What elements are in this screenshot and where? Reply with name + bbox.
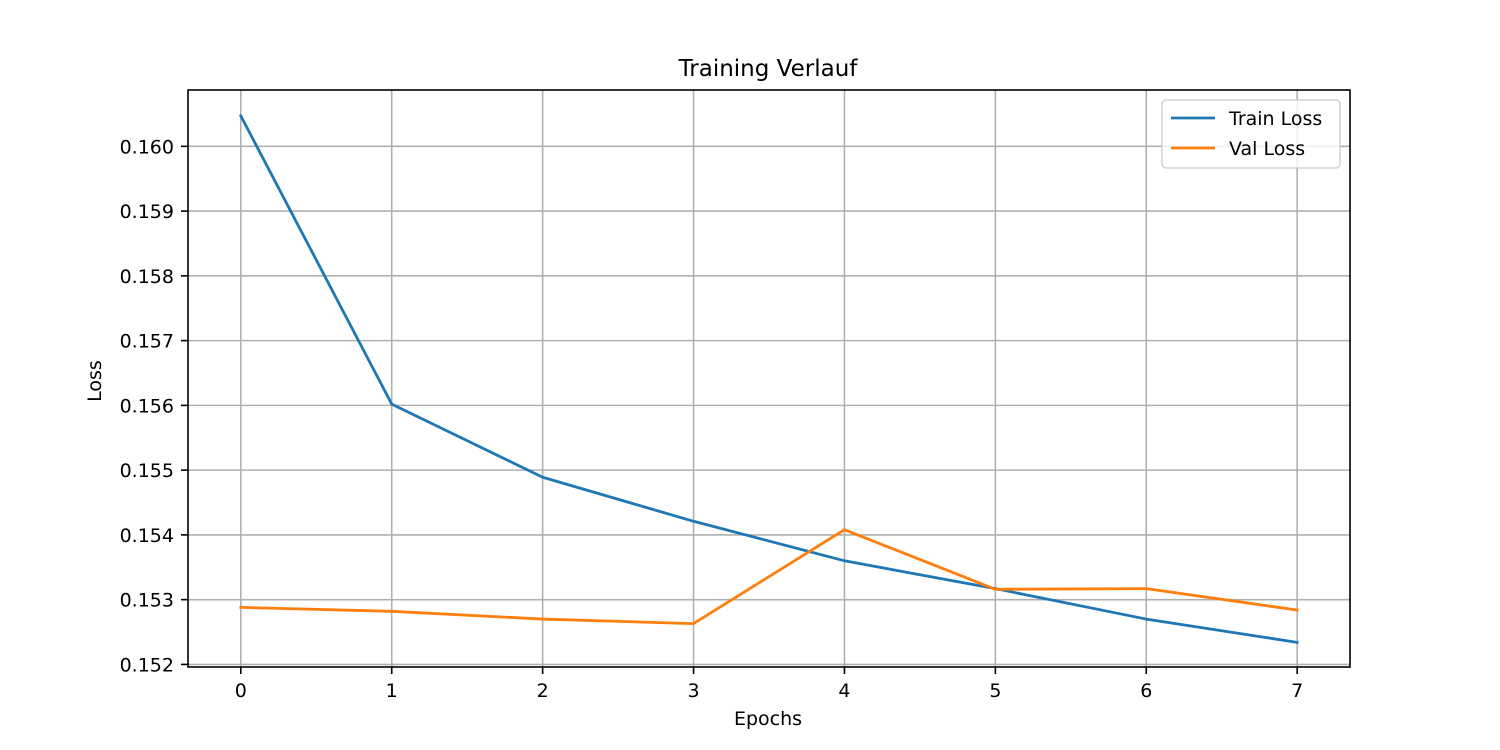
x-tick-label: 2 bbox=[537, 680, 549, 702]
y-tick-label: 0.152 bbox=[120, 654, 174, 676]
legend: Train Loss Val Loss bbox=[1161, 99, 1341, 169]
x-tick-label: 6 bbox=[1140, 680, 1152, 702]
y-tick-label: 0.157 bbox=[120, 331, 174, 353]
grid-lines bbox=[188, 90, 1350, 667]
x-tick-label: 7 bbox=[1291, 680, 1303, 702]
plot-frame bbox=[187, 89, 1351, 668]
y-tick-label: 0.153 bbox=[120, 590, 174, 612]
legend-label: Train Loss bbox=[1228, 108, 1322, 130]
x-tick-label: 5 bbox=[989, 680, 1001, 702]
y-tick-label: 0.155 bbox=[120, 460, 174, 482]
axis-ticks: 0 1 2 3 4 5 6 7 0.152 0.153 0.154 0.155 0.156 0.157 0.… bbox=[120, 136, 1304, 702]
y-tick-label: 0.158 bbox=[120, 266, 174, 288]
y-tick-label: 0.160 bbox=[120, 136, 174, 158]
series-line-train-loss bbox=[238, 114, 1299, 644]
x-tick-label: 4 bbox=[838, 680, 850, 702]
y-axis-label: Loss bbox=[84, 360, 106, 402]
x-axis-label: Epochs bbox=[734, 708, 802, 730]
series-line-val-loss bbox=[239, 528, 1299, 626]
y-tick-label: 0.156 bbox=[120, 395, 174, 417]
x-tick-label: 3 bbox=[687, 680, 699, 702]
legend-label: Val Loss bbox=[1229, 138, 1305, 160]
y-tick-label: 0.159 bbox=[120, 201, 174, 223]
y-tick-label: 0.154 bbox=[120, 525, 174, 547]
x-tick-label: 0 bbox=[235, 680, 247, 702]
x-tick-label: 1 bbox=[386, 680, 398, 702]
series-lines bbox=[238, 114, 1299, 644]
chart-title: Training Verlauf bbox=[678, 56, 859, 82]
